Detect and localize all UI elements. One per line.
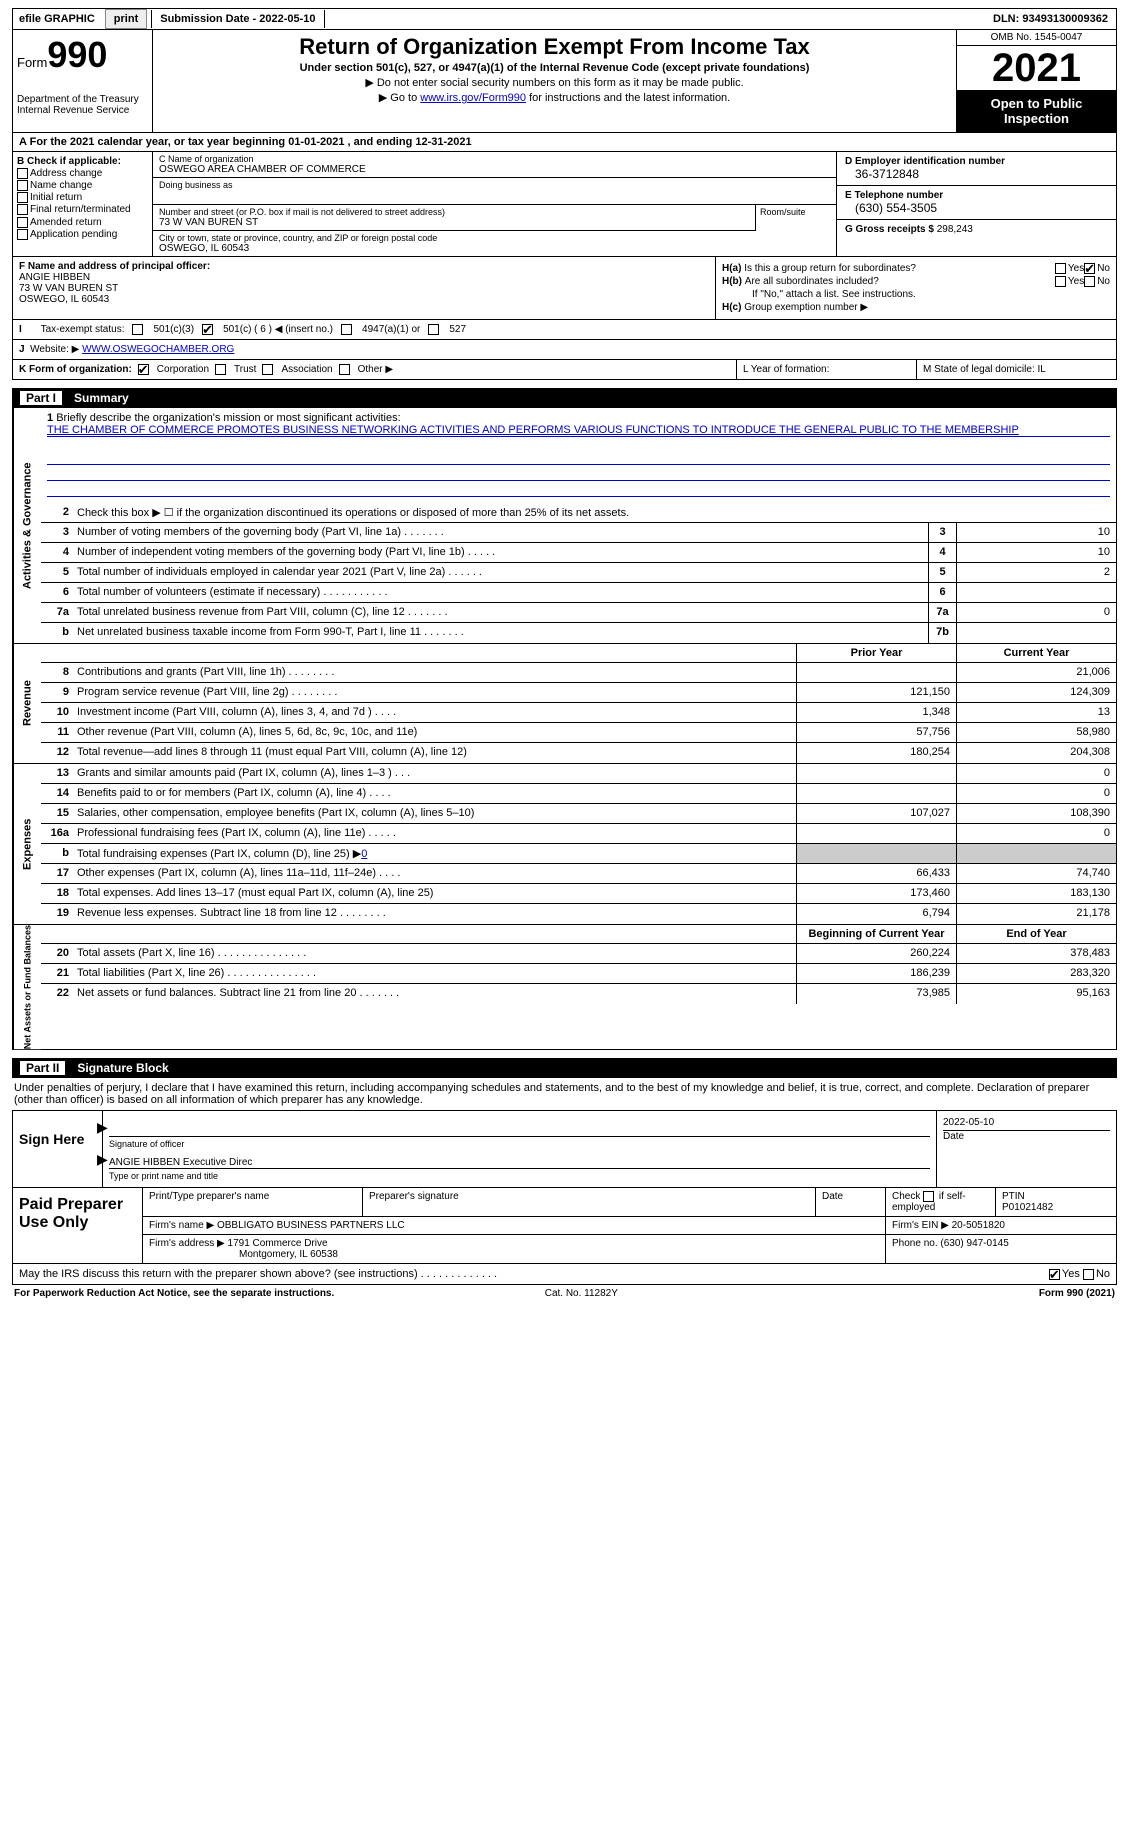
form-title: Return of Organization Exempt From Incom…: [161, 34, 948, 60]
calendar-year-line: A For the 2021 calendar year, or tax yea…: [12, 133, 1117, 152]
gross-receipts-label: G Gross receipts $: [845, 224, 934, 235]
website-link[interactable]: WWW.OSWEGOCHAMBER.ORG: [82, 344, 234, 355]
ein-label: D Employer identification number: [845, 156, 1108, 167]
ein-value: 36-3712848: [845, 167, 1108, 181]
address-change-checkbox[interactable]: [17, 168, 28, 179]
officer-label: F Name and address of principal officer:: [19, 261, 709, 272]
gross-receipts-value: 298,243: [937, 224, 973, 235]
sign-here-label: Sign Here: [13, 1111, 103, 1187]
city-state-zip: OSWEGO, IL 60543: [159, 243, 830, 254]
tab-net-assets: Net Assets or Fund Balances: [13, 925, 41, 1049]
mission-text: THE CHAMBER OF COMMERCE PROMOTES BUSINES…: [47, 424, 1110, 437]
dln: DLN: 93493130009362: [985, 10, 1116, 28]
ssn-notice: Do not enter social security numbers on …: [377, 77, 744, 89]
phone-label: E Telephone number: [845, 190, 1108, 201]
form-label: Form: [17, 55, 47, 70]
tab-activities: Activities & Governance: [13, 408, 41, 643]
year-formation: L Year of formation:: [736, 360, 916, 379]
discuss-no-checkbox[interactable]: [1083, 1269, 1094, 1280]
print-button[interactable]: print: [105, 9, 147, 29]
final-return-checkbox[interactable]: [17, 204, 28, 215]
dept-label: Department of the Treasury Internal Reve…: [17, 94, 148, 116]
initial-return-checkbox[interactable]: [17, 192, 28, 203]
part2-header: Part IISignature Block: [12, 1058, 1117, 1078]
street-address: 73 W VAN BUREN ST: [159, 217, 749, 228]
form-header: Form990 Department of the Treasury Inter…: [12, 30, 1117, 133]
room-suite-label: Room/suite: [756, 205, 836, 231]
cat-number: Cat. No. 11282Y: [545, 1288, 618, 1299]
top-bar: efile GRAPHIC print Submission Date - 20…: [12, 8, 1117, 30]
info-grid: B Check if applicable: Address change Na…: [12, 152, 1117, 257]
org-name-label: C Name of organization: [159, 154, 830, 164]
form-subtitle: Under section 501(c), 527, or 4947(a)(1)…: [161, 62, 948, 74]
officer-name: ANGIE HIBBEN: [19, 272, 709, 283]
section-b-header: B Check if applicable:: [17, 156, 148, 167]
open-to-public: Open to Public Inspection: [957, 90, 1116, 132]
application-pending-checkbox[interactable]: [17, 229, 28, 240]
paperwork-notice: For Paperwork Reduction Act Notice, see …: [14, 1288, 334, 1299]
officer-addr1: 73 W VAN BUREN ST: [19, 283, 709, 294]
amended-return-checkbox[interactable]: [17, 217, 28, 228]
submission-date: Submission Date - 2022-05-10: [151, 10, 324, 28]
irs-link[interactable]: www.irs.gov/Form990: [420, 92, 526, 104]
tab-expenses: Expenses: [13, 764, 41, 924]
officer-addr2: OSWEGO, IL 60543: [19, 294, 709, 305]
tab-revenue: Revenue: [13, 644, 41, 763]
org-name: OSWEGO AREA CHAMBER OF COMMERCE: [159, 164, 830, 175]
form-footer: Form 990 (2021): [1039, 1288, 1115, 1299]
address-label: Number and street (or P.O. box if mail i…: [159, 207, 749, 217]
city-label: City or town, state or province, country…: [159, 233, 830, 243]
efile-label: efile GRAPHIC: [13, 10, 101, 28]
paid-preparer-label: Paid Preparer Use Only: [13, 1188, 143, 1263]
part1-header: Part ISummary: [12, 388, 1117, 408]
form-number: 990: [47, 34, 107, 75]
tax-year: 2021: [957, 46, 1116, 90]
phone-value: (630) 554-3505: [845, 201, 1108, 215]
name-change-checkbox[interactable]: [17, 180, 28, 191]
perjury-statement: Under penalties of perjury, I declare th…: [12, 1078, 1117, 1111]
state-domicile: M State of legal domicile: IL: [916, 360, 1116, 379]
dba-label: Doing business as: [159, 180, 830, 190]
omb-number: OMB No. 1545-0047: [957, 30, 1116, 46]
discuss-yes-checkbox[interactable]: [1049, 1269, 1060, 1280]
